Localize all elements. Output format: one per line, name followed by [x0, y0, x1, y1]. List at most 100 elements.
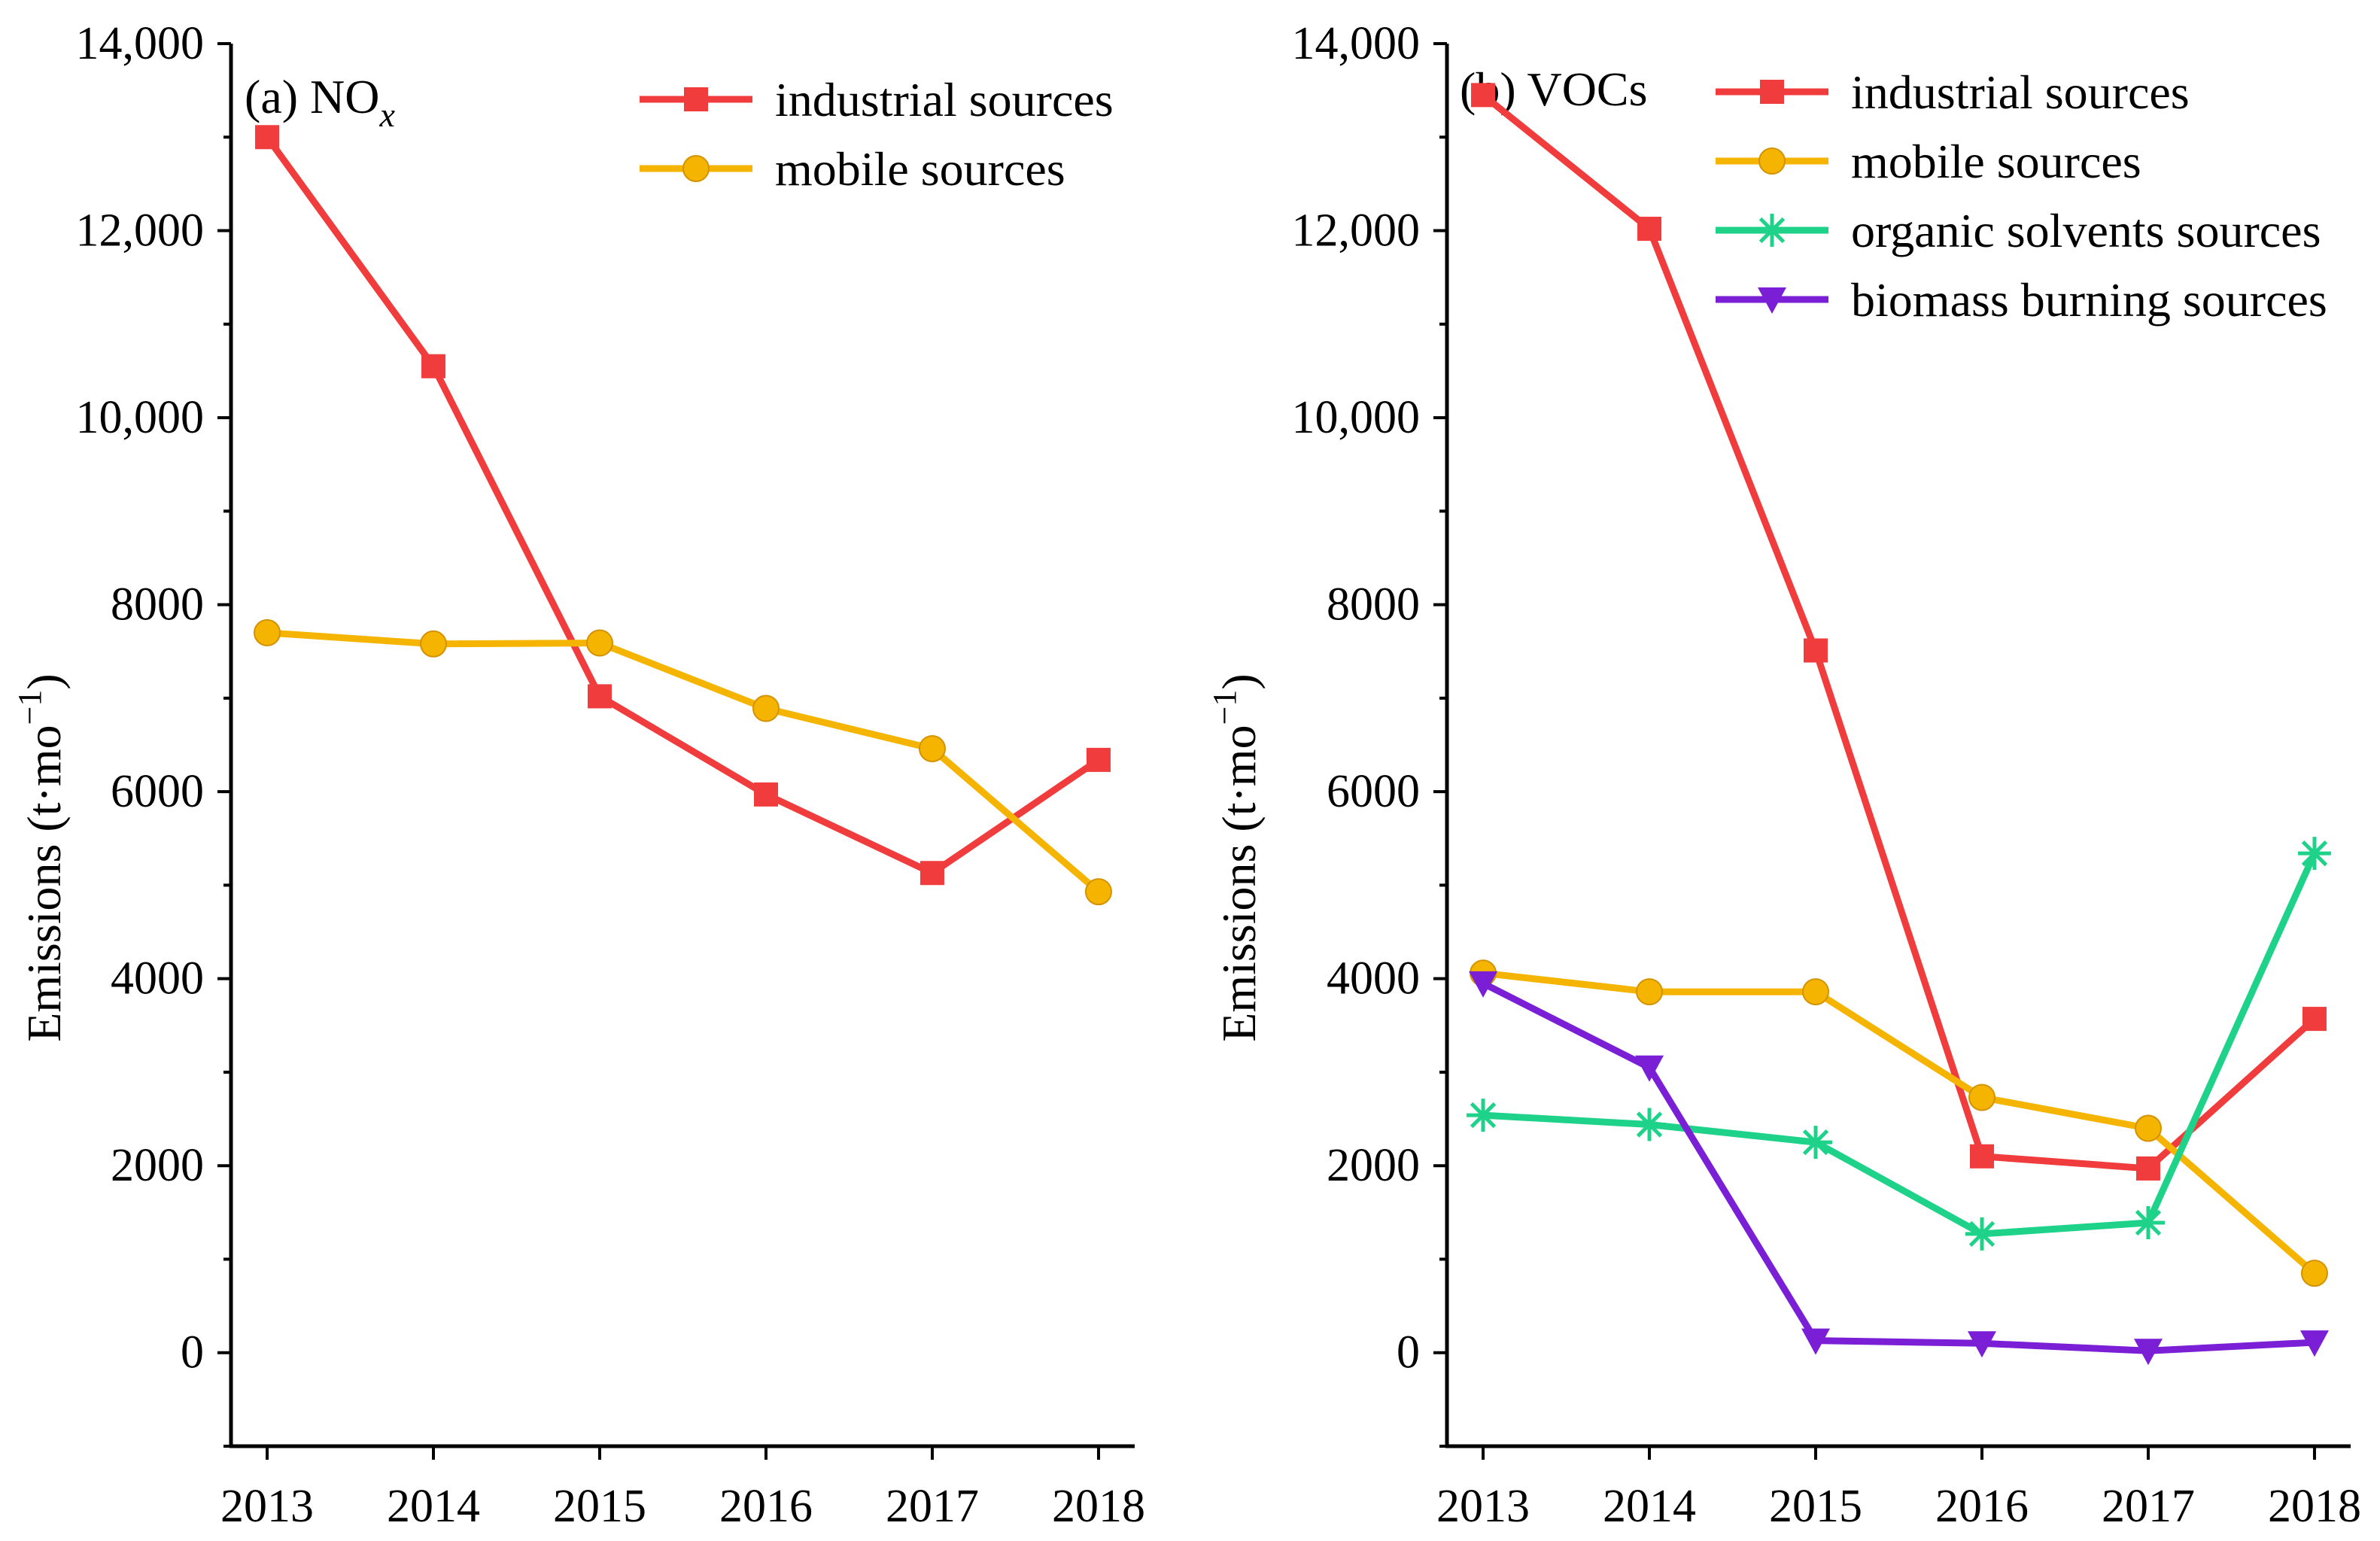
- legend-label: mobile sources: [1851, 135, 2141, 188]
- legend-entry: industrial sources: [1716, 65, 2190, 119]
- legend-label: industrial sources: [1851, 65, 2190, 119]
- data-point: [2299, 1330, 2329, 1357]
- data-point: [2302, 1007, 2327, 1032]
- series-line: [266, 629, 1101, 895]
- y-tick-label: 2000: [1327, 1140, 1420, 1191]
- y-tick-label: 14,000: [1292, 18, 1421, 69]
- series-line: [1482, 852, 2318, 1238]
- data-point: [1471, 83, 1496, 108]
- data-point: [1968, 1084, 1995, 1111]
- series-line: [1481, 92, 2317, 1172]
- x-tick-label: 2016: [1935, 1481, 2029, 1532]
- panel-a: 0 2000 4000 6000 8000 10,000 12,000 14,000 2013 2…: [11, 18, 1145, 1532]
- legend-entry: industrial sources: [640, 73, 1114, 126]
- data-point: [255, 125, 280, 150]
- y-tick-label: 0: [181, 1327, 204, 1378]
- series-mobile-sources: [254, 619, 1112, 906]
- x-tick-label: 2014: [387, 1481, 480, 1532]
- y-tick-label: 8000: [1327, 579, 1420, 631]
- legend-entry: mobile sources: [640, 142, 1065, 196]
- x-tick-label: 2018: [2268, 1481, 2361, 1532]
- data-point: [2297, 837, 2331, 871]
- data-point: [1635, 1055, 1664, 1082]
- legend-entry: mobile sources: [1716, 135, 2141, 188]
- data-point: [1084, 878, 1112, 906]
- y-axis-title: Emissions (t·mo−1): [11, 673, 71, 1041]
- data-point: [1804, 638, 1828, 663]
- data-point: [1802, 978, 1830, 1006]
- y-tick-label: 4000: [111, 953, 204, 1005]
- data-point: [420, 630, 448, 658]
- data-point: [1467, 1099, 1500, 1132]
- series-industrial-sources: [255, 125, 1111, 886]
- legend-entry: organic solvents sources: [1716, 204, 2321, 257]
- data-point: [421, 354, 446, 378]
- data-point: [254, 619, 281, 646]
- y-tick-label: 2000: [111, 1140, 204, 1191]
- legend-swatch-marker: [682, 155, 710, 182]
- y-tick-label: 12,000: [76, 205, 205, 257]
- data-point: [753, 782, 778, 807]
- legend-swatch-marker: [1760, 80, 1784, 104]
- legend-label: biomass burning sources: [1851, 273, 2327, 327]
- panel-b: 0 2000 4000 6000 8000 10,000 12,000 14,000 2013 2…: [1206, 18, 2361, 1532]
- data-point: [2134, 1114, 2162, 1142]
- x-tick-label: 2015: [1769, 1481, 1862, 1532]
- y-tick-label: 6000: [111, 766, 204, 817]
- data-point: [1967, 1331, 1996, 1358]
- legend-label: industrial sources: [775, 73, 1114, 126]
- series-organic-solvents-sources: [1467, 837, 2331, 1251]
- series-industrial-sources: [1471, 83, 2327, 1181]
- data-point: [1086, 747, 1111, 772]
- legend-entry: biomass burning sources: [1716, 273, 2327, 327]
- data-point: [1801, 1328, 1831, 1355]
- legend-swatch-marker: [1758, 287, 1786, 314]
- series-biomass-burning-sources: [1469, 971, 2329, 1366]
- data-point: [752, 695, 780, 722]
- x-tick-label: 2013: [220, 1481, 314, 1532]
- x-tick-label: 2017: [2102, 1481, 2195, 1532]
- y-tick-label: 10,000: [1292, 392, 1421, 443]
- data-point: [1637, 217, 1662, 242]
- data-point: [2133, 1339, 2163, 1366]
- legend-label: mobile sources: [775, 142, 1065, 196]
- x-tick-label: 2013: [1436, 1481, 1530, 1532]
- data-point: [1469, 971, 1498, 998]
- legend-swatch-marker: [1755, 214, 1789, 247]
- series-line: [1482, 969, 2317, 1276]
- data-point: [918, 734, 946, 762]
- y-tick-label: 4000: [1327, 953, 1420, 1005]
- data-point: [1799, 1126, 1833, 1160]
- data-point: [588, 684, 612, 709]
- data-point: [919, 861, 944, 886]
- data-point: [586, 629, 614, 657]
- panel-label: (a) NOx: [245, 70, 395, 134]
- series-line: [1482, 980, 2315, 1354]
- x-tick-label: 2016: [719, 1481, 813, 1532]
- y-tick-label: 0: [1397, 1327, 1420, 1378]
- legend-label: organic solvents sources: [1851, 204, 2321, 257]
- x-tick-label: 2015: [553, 1481, 646, 1532]
- x-tick-label: 2018: [1052, 1481, 1145, 1532]
- y-tick-label: 8000: [111, 579, 204, 631]
- data-point: [1636, 978, 1664, 1006]
- y-axis-title: Emissions (t·mo−1): [1206, 673, 1266, 1041]
- legend-swatch-marker: [684, 87, 708, 111]
- x-tick-label: 2017: [886, 1481, 979, 1532]
- data-point: [2135, 1156, 2160, 1181]
- y-tick-label: 12,000: [1292, 205, 1421, 257]
- legend-swatch-marker: [1758, 147, 1786, 175]
- y-tick-label: 10,000: [76, 392, 205, 443]
- data-point: [2300, 1260, 2328, 1287]
- series-line: [264, 135, 1101, 877]
- y-tick-label: 6000: [1327, 766, 1420, 817]
- y-tick-label: 14,000: [76, 18, 205, 69]
- data-point: [1633, 1108, 1667, 1141]
- data-point: [1965, 1217, 1999, 1251]
- series-mobile-sources: [1470, 959, 2328, 1287]
- data-point: [2131, 1206, 2165, 1239]
- data-point: [1969, 1144, 1994, 1169]
- x-tick-label: 2014: [1603, 1481, 1696, 1532]
